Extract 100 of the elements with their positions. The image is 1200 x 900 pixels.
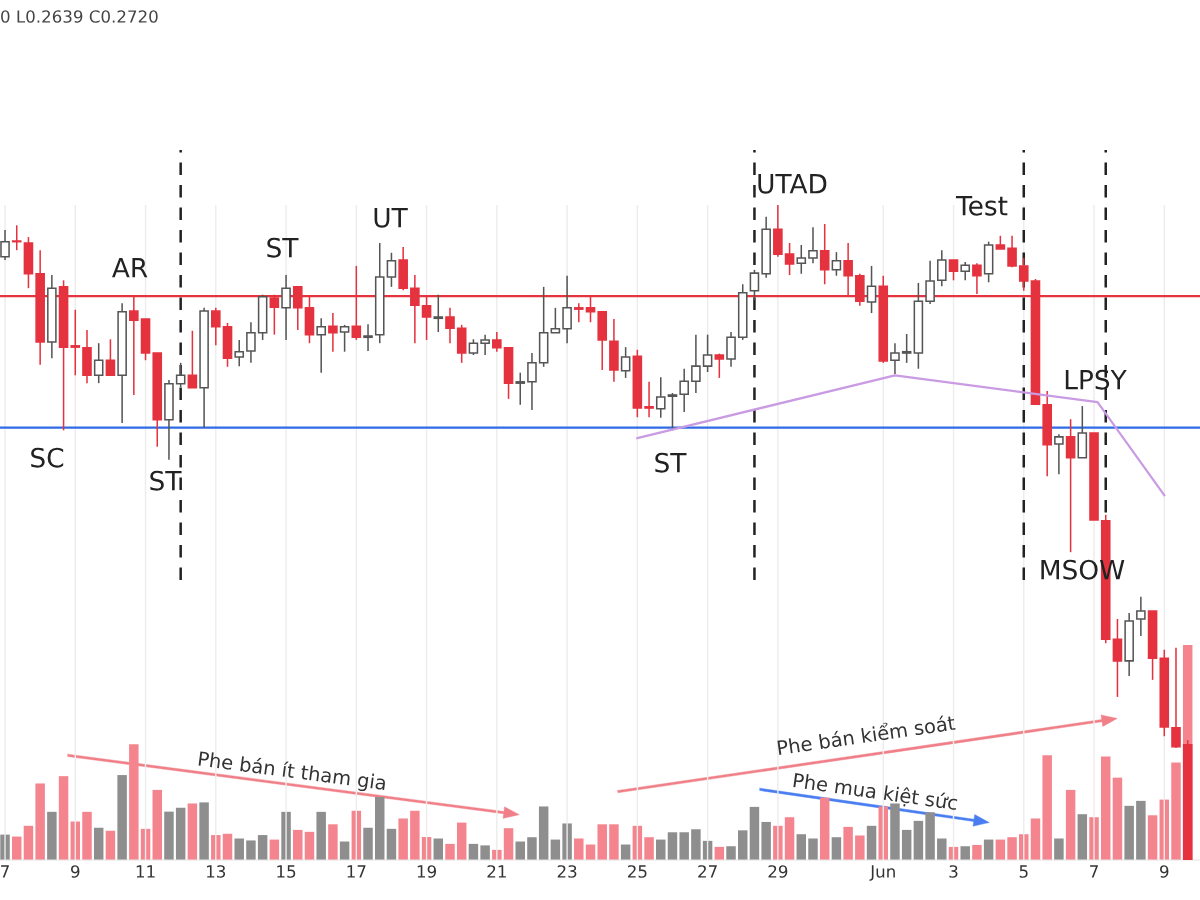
bar xyxy=(855,835,865,860)
bar xyxy=(691,829,701,860)
annotation: LPSY xyxy=(1065,369,1127,390)
bar xyxy=(363,827,373,860)
bar xyxy=(527,837,537,860)
candlestick xyxy=(808,226,818,265)
candlestick xyxy=(1112,618,1123,698)
bar xyxy=(222,833,233,860)
candlestick xyxy=(691,333,701,394)
text: UTAD xyxy=(758,174,827,194)
x-tick-label: 11 xyxy=(136,865,155,878)
candlestick xyxy=(573,302,584,324)
bar xyxy=(257,835,268,860)
bar xyxy=(398,818,408,860)
bar xyxy=(480,845,490,860)
bar xyxy=(866,825,877,860)
candlestick xyxy=(948,259,959,282)
text: 0 L0.2639 C0.2720 xyxy=(1,10,158,23)
candlestick xyxy=(936,249,947,287)
candlestick xyxy=(492,331,502,353)
candlestick xyxy=(831,251,842,277)
bar xyxy=(82,811,92,860)
bar xyxy=(679,832,689,860)
candlestick xyxy=(527,352,537,411)
bar xyxy=(831,837,842,860)
x-tick-label: Jun xyxy=(869,865,895,881)
x-tick-label: 27 xyxy=(698,865,717,878)
candlestick xyxy=(702,333,713,373)
bar xyxy=(1147,815,1158,860)
bar xyxy=(1100,756,1111,860)
candlestick xyxy=(0,229,10,261)
x-tick-label: 9 xyxy=(71,865,80,878)
annotation: SC xyxy=(31,447,64,468)
bar xyxy=(117,775,127,860)
bar xyxy=(937,838,947,860)
x-tick-label: 13 xyxy=(207,865,226,878)
annotation: Phe mua kiệt sức xyxy=(792,771,958,814)
candlestick xyxy=(726,331,736,368)
candlestick xyxy=(819,223,830,286)
bar xyxy=(47,811,57,860)
annotation: ST xyxy=(150,470,182,491)
bar xyxy=(609,824,619,860)
candlestick xyxy=(1054,433,1064,475)
bar xyxy=(328,824,338,860)
bar xyxy=(784,817,795,860)
candlestick xyxy=(433,293,444,333)
x-tick-label: 29 xyxy=(768,865,788,878)
bar xyxy=(35,783,45,860)
bar xyxy=(1124,805,1134,860)
bar xyxy=(1112,777,1123,860)
candlestick xyxy=(11,224,22,251)
x-tick-label: 7 xyxy=(1090,865,1098,878)
bar xyxy=(726,846,736,860)
bar xyxy=(667,832,678,860)
bar xyxy=(538,806,549,860)
candlestick xyxy=(187,329,198,389)
bar xyxy=(737,830,748,860)
candlestick xyxy=(105,338,116,377)
bar xyxy=(199,802,209,860)
x-tick-label: 19 xyxy=(417,865,437,878)
candlestick xyxy=(70,309,81,377)
bar xyxy=(644,837,654,860)
bar xyxy=(1007,837,1017,860)
bar xyxy=(433,838,444,860)
bar xyxy=(152,789,162,860)
candlestick xyxy=(234,339,245,367)
candlestick xyxy=(339,324,350,353)
candlestick xyxy=(1136,595,1146,637)
bar xyxy=(410,810,420,860)
annotation: ST xyxy=(267,237,299,258)
candlestick xyxy=(1007,235,1017,268)
candlestick xyxy=(679,367,689,413)
bar xyxy=(796,834,807,860)
annotation: Phe bán ít tham gia xyxy=(198,750,387,794)
candlestick xyxy=(210,307,221,346)
bar xyxy=(1019,834,1029,860)
candlestick xyxy=(890,342,900,375)
bar xyxy=(656,839,666,860)
candlestick xyxy=(1171,647,1181,749)
candlestick xyxy=(866,265,877,314)
bar xyxy=(58,776,69,860)
x-tick-label: 3 xyxy=(949,865,958,878)
bar xyxy=(445,843,455,860)
candlestick xyxy=(246,321,256,364)
bar xyxy=(456,822,467,860)
bar xyxy=(1042,755,1052,860)
bar xyxy=(1030,818,1041,860)
candlestick xyxy=(644,381,654,418)
bar xyxy=(187,803,198,860)
bar xyxy=(316,811,326,860)
annotation: UT xyxy=(374,208,408,228)
x-tick-label: 25 xyxy=(627,865,647,878)
candlestick xyxy=(562,274,572,344)
x-tick-label: 21 xyxy=(487,865,506,878)
x-tick-label: 15 xyxy=(277,865,296,878)
candlestick xyxy=(620,346,631,379)
candlestick xyxy=(1065,418,1076,553)
bar xyxy=(164,811,174,860)
candlestick xyxy=(386,252,397,288)
candlestick xyxy=(714,352,725,379)
